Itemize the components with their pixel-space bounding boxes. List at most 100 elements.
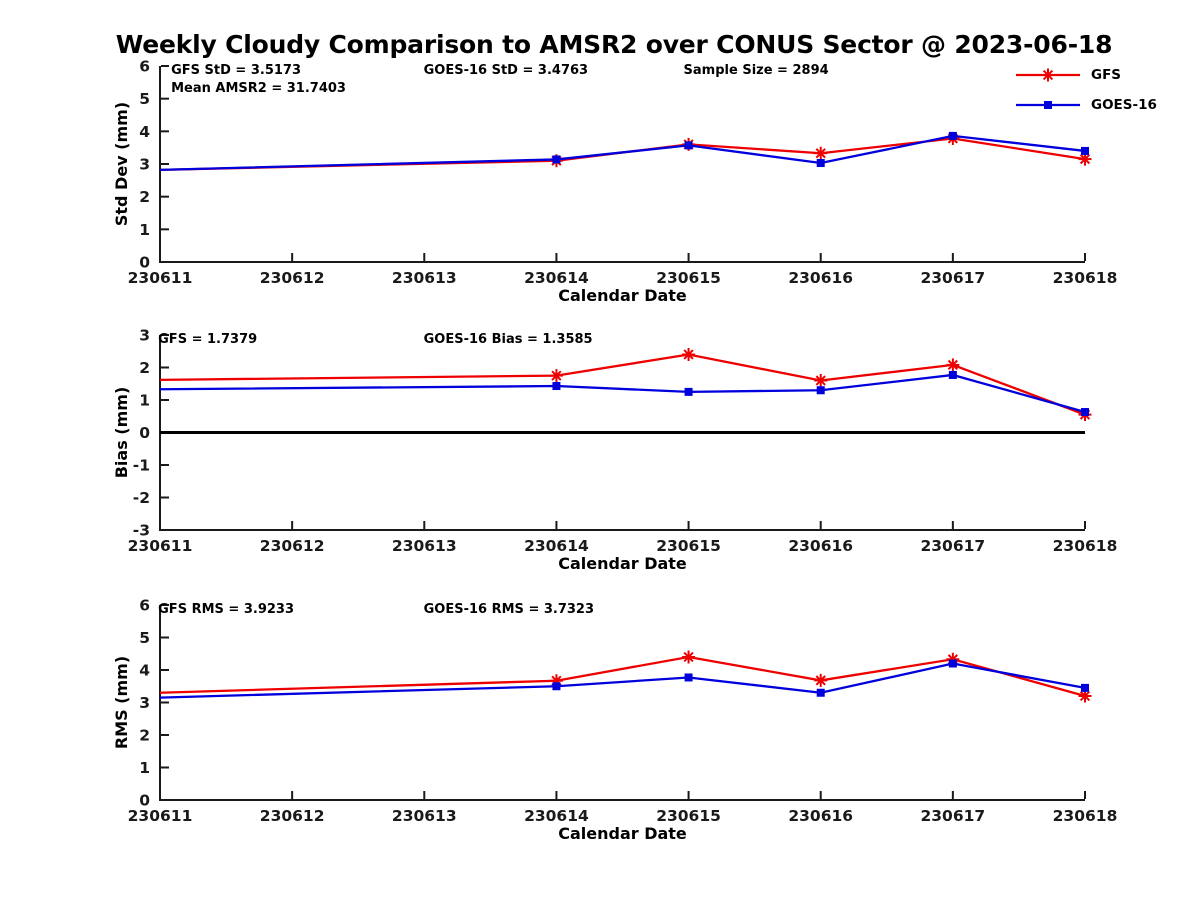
y-tick-label: 2 [139,188,150,206]
stat-annotation: Mean AMSR2 = 31.7403 [171,81,346,96]
legend: GFS GOES-16 [1014,60,1157,120]
legend-line-sample [1016,68,1080,82]
asterisk-marker-icon [682,348,696,361]
y-tick-label: 6 [139,58,150,76]
stat-annotation: GFS RMS = 3.9233 [158,602,294,617]
y-tick-label: 3 [139,327,150,345]
x-tick-label: 230611 [128,537,193,555]
axis-spines [159,605,1085,801]
y-axis-label: Std Dev (mm) [112,102,131,226]
y-tick-label: 0 [139,254,150,272]
x-tick-label: 230617 [920,807,985,825]
square-marker-icon [552,382,561,391]
legend-item-goes-16: GOES-16 [1014,90,1157,120]
y-tick-label: 2 [139,727,150,745]
legend-line-sample [1016,101,1080,109]
series-line-gfs [159,655,1086,698]
square-marker-icon [684,673,693,682]
y-tick-label: 1 [139,759,150,777]
series-line-goes-16 [159,134,1086,172]
square-marker-icon [552,682,561,691]
x-tick-label: 230612 [260,537,325,555]
x-axis-label: Calendar Date [558,554,687,573]
x-tick-label: 230615 [656,807,721,825]
series-line-goes-16 [159,373,1086,414]
series-line-goes-16 [159,662,1086,699]
y-tick-label: 6 [139,597,150,615]
axis-spines [159,66,1085,263]
y-tick-label: 0 [139,424,150,442]
y-tick-label: 1 [139,221,150,239]
series-goes-16 [159,370,1089,417]
square-marker-icon [552,155,561,164]
y-tick-label: 1 [139,392,150,410]
legend-label: GOES-16 [1091,97,1157,113]
subplot-std-dev: 0 1 2 3 4 5 6 230611 230612 230613 230614 230615 230… [112,58,1117,306]
y-axis-label: Bias (mm) [112,387,131,479]
asterisk-marker-icon [682,650,696,664]
y-tick-label: -1 [133,457,150,475]
asterisk-marker-icon [1041,68,1055,82]
x-tick-label: 230613 [392,807,457,825]
square-marker-icon [816,159,825,168]
stat-annotation: GOES-16 RMS = 3.7323 [424,602,594,617]
square-marker-icon [1081,683,1089,692]
legend-label: GFS [1091,67,1122,83]
axis-spines [159,335,1085,531]
y-tick-label: 4 [139,662,150,680]
square-marker-icon [948,131,957,140]
stat-annotation: GOES-16 StD = 3.4763 [424,63,588,78]
x-axis-label: Calendar Date [558,286,687,305]
square-marker-icon [948,370,957,379]
y-tick-label: -2 [133,489,150,507]
asterisk-marker-icon [814,673,828,687]
x-tick-label: 230612 [260,269,325,287]
y-tick-label: 5 [139,90,150,108]
y-tick-label: 0 [139,792,150,810]
square-marker-icon [684,141,693,150]
x-tick-label: 230617 [920,537,985,555]
y-tick-label: 2 [139,359,150,377]
square-marker-icon [816,688,825,697]
asterisk-marker-icon [814,374,828,387]
x-tick-label: 230611 [128,807,193,825]
asterisk-marker-icon [549,369,563,383]
x-tick-label: 230613 [392,537,457,555]
series-line-gfs [159,353,1086,416]
y-tick-label: 3 [139,156,150,174]
x-tick-label: 230617 [920,269,985,287]
x-tick-label: 230614 [524,269,589,287]
square-marker-icon [816,386,825,395]
series-goes-16 [159,131,1089,172]
y-tick-label: 5 [139,629,150,647]
y-tick-label: 3 [139,694,150,712]
stat-annotation: GOES-16 Bias = 1.3585 [424,332,593,347]
x-tick-label: 230618 [1053,807,1118,825]
chart-title: Weekly Cloudy Comparison to AMSR2 over C… [115,30,1113,59]
x-axis-label: Calendar Date [558,824,687,843]
square-marker-icon [1044,101,1052,109]
subplot-rms: 0 1 2 3 4 5 6 230611 230612 230613 230614 230615 230… [112,597,1117,844]
x-tick-label: 230616 [788,269,853,287]
x-tick-label: 230614 [524,537,589,555]
x-tick-label: 230618 [1053,537,1118,555]
x-tick-label: 230618 [1053,269,1118,287]
stat-annotation: GFS = 1.7379 [158,332,257,347]
y-tick-label: -3 [133,522,150,540]
x-tick-label: 230615 [656,269,721,287]
x-tick-label: 230611 [128,269,193,287]
subplot-bias: -3 -2 -1 0 1 2 3 230611 230612 230613 230614 230615… [112,327,1117,574]
square-marker-icon [948,659,957,668]
legend-item-gfs: GFS [1014,60,1157,90]
series-gfs [159,348,1092,422]
x-tick-label: 230616 [788,807,853,825]
x-tick-label: 230614 [524,807,589,825]
square-marker-icon [1081,408,1089,417]
asterisk-marker-icon [814,146,828,160]
series-goes-16 [159,659,1089,699]
x-tick-label: 230613 [392,269,457,287]
x-tick-label: 230612 [260,807,325,825]
square-marker-icon [1081,146,1089,155]
stat-annotation: Sample Size = 2894 [684,63,829,78]
